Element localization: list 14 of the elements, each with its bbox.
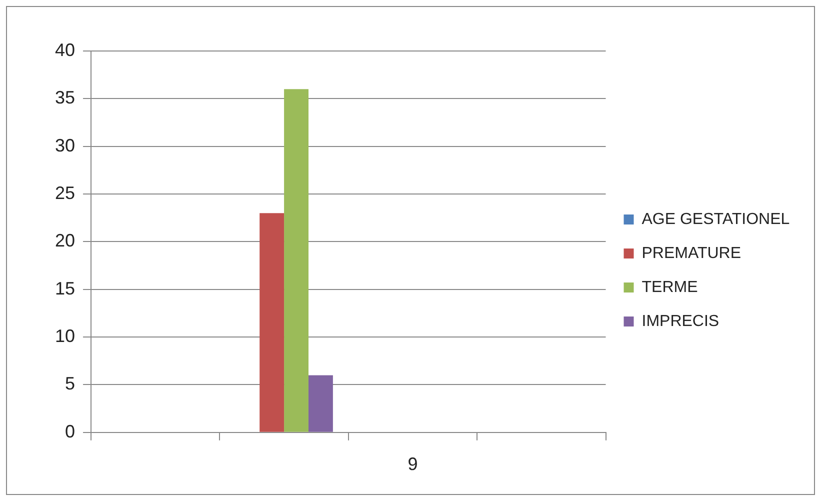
y-tick-label: 35: [54, 88, 76, 108]
legend-label: IMPRECIS: [642, 312, 720, 330]
legend-label: TERME: [642, 278, 698, 296]
y-tick-label: 0: [65, 421, 76, 442]
y-tick-label: 20: [54, 230, 76, 251]
legend-label: PREMATURE: [642, 244, 742, 262]
x-tick-label: 9: [408, 454, 418, 474]
y-tick-label: 5: [65, 374, 76, 394]
y-tick-label: 25: [54, 182, 76, 203]
legend-label: AGE GESTATIONEL: [642, 210, 790, 228]
y-tick-label: 30: [54, 135, 76, 156]
y-tick-label: 40: [54, 40, 76, 60]
y-tick-label: 10: [54, 326, 76, 346]
y-tick-label: 15: [54, 278, 76, 298]
